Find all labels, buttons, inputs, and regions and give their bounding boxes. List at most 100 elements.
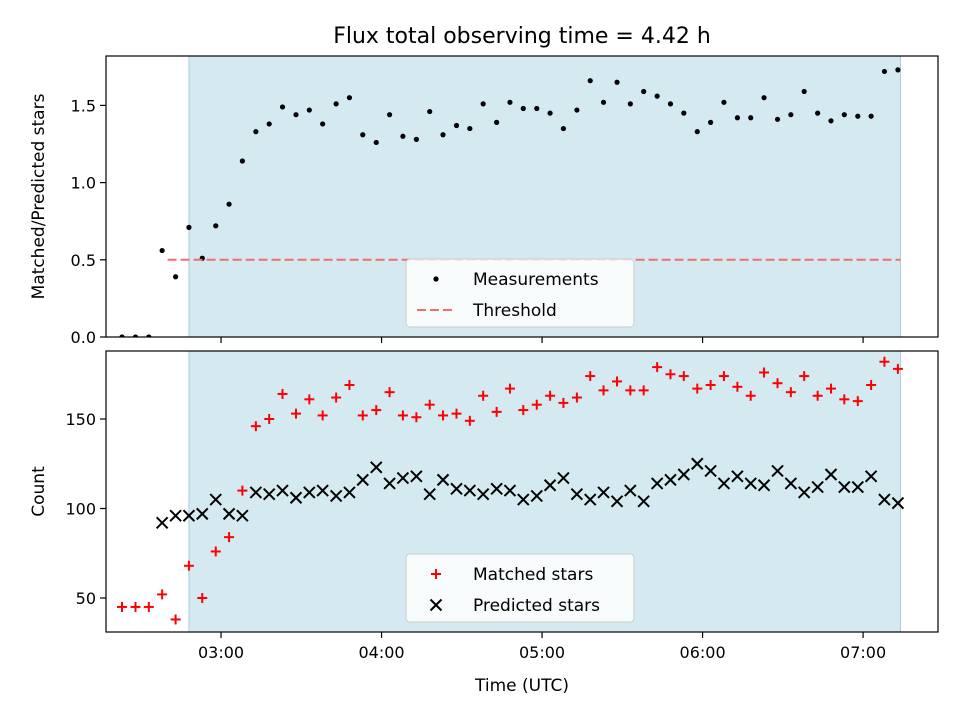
data-point <box>721 99 727 105</box>
data-point <box>373 139 379 146</box>
data-point <box>117 601 128 612</box>
data-point <box>557 471 570 485</box>
data-point <box>279 104 286 110</box>
data-point <box>157 589 168 600</box>
data-point <box>463 484 477 497</box>
data-point <box>667 101 674 107</box>
legend-swatch <box>431 569 441 579</box>
data-point <box>491 406 502 417</box>
data-point <box>534 105 540 112</box>
data-point <box>396 471 410 485</box>
data-point <box>824 468 838 481</box>
data-point <box>478 390 489 401</box>
data-point <box>600 99 607 105</box>
data-point <box>237 485 248 496</box>
data-point <box>624 484 637 497</box>
data-point <box>598 385 609 396</box>
data-point <box>761 95 767 101</box>
data-point <box>494 119 500 125</box>
data-point <box>316 484 329 497</box>
data-point <box>440 132 446 138</box>
data-point <box>799 371 810 382</box>
series-predicted-stars <box>155 457 905 530</box>
data-point <box>186 224 192 230</box>
data-point <box>262 487 276 501</box>
data-point <box>650 477 664 490</box>
data-point <box>732 381 743 392</box>
data-point <box>745 390 756 401</box>
data-point <box>584 493 597 506</box>
data-point <box>597 486 610 499</box>
data-point <box>731 470 744 483</box>
data-point <box>878 493 891 506</box>
data-point <box>480 101 486 107</box>
data-point <box>570 487 584 501</box>
data-point <box>518 405 529 416</box>
data-point <box>333 101 339 107</box>
data-point <box>625 385 636 396</box>
data-point <box>371 405 382 416</box>
y-tick-label: 150 <box>65 410 96 429</box>
legend: Matched stars Predicted stars <box>405 553 635 623</box>
legend-label: Matched stars <box>473 565 593 585</box>
data-point <box>344 380 355 391</box>
data-point <box>692 383 703 394</box>
data-point <box>329 489 343 503</box>
data-point <box>864 470 878 483</box>
data-point <box>852 396 863 407</box>
legend-box <box>405 553 635 623</box>
data-point <box>464 415 475 426</box>
data-point <box>811 480 824 494</box>
data-point <box>812 390 823 401</box>
data-point <box>771 464 784 478</box>
data-point <box>239 158 245 164</box>
data-point <box>610 495 624 508</box>
data-point <box>173 274 179 280</box>
data-point <box>132 334 139 337</box>
data-point <box>451 408 462 419</box>
data-point <box>637 495 650 508</box>
data-point <box>851 480 864 494</box>
legend-label: Threshold <box>472 301 557 321</box>
data-point <box>427 108 433 115</box>
data-point <box>627 101 633 107</box>
data-point <box>224 532 235 543</box>
data-point <box>892 363 903 374</box>
data-point <box>881 68 888 75</box>
data-point <box>801 88 807 95</box>
data-point <box>638 385 649 396</box>
data-point <box>678 371 689 382</box>
data-point <box>346 95 353 101</box>
data-point <box>249 486 263 499</box>
data-point <box>467 125 473 132</box>
data-point <box>774 116 781 122</box>
data-point <box>757 479 771 492</box>
data-point <box>400 133 406 139</box>
data-point <box>356 473 369 487</box>
data-point <box>825 383 836 394</box>
data-point <box>277 388 288 399</box>
data-point <box>734 115 741 121</box>
x-tick-label: 04:00 <box>358 643 404 662</box>
data-point <box>306 107 312 113</box>
data-point <box>545 390 556 401</box>
data-point <box>490 482 503 496</box>
data-point <box>560 125 567 132</box>
data-point <box>785 387 796 398</box>
data-point <box>304 394 315 405</box>
data-point <box>410 470 423 483</box>
data-point <box>788 112 794 118</box>
data-point <box>146 334 152 337</box>
y-tick-label: 0.5 <box>71 251 96 270</box>
data-point <box>708 119 714 125</box>
y-tick-label: 1.0 <box>71 174 96 193</box>
axes-frame <box>105 55 939 338</box>
data-point <box>413 136 419 142</box>
data-point <box>343 486 356 499</box>
data-point <box>612 376 623 387</box>
data-point <box>384 387 395 398</box>
data-point <box>530 489 543 503</box>
data-point <box>159 247 165 254</box>
data-point <box>383 477 396 490</box>
